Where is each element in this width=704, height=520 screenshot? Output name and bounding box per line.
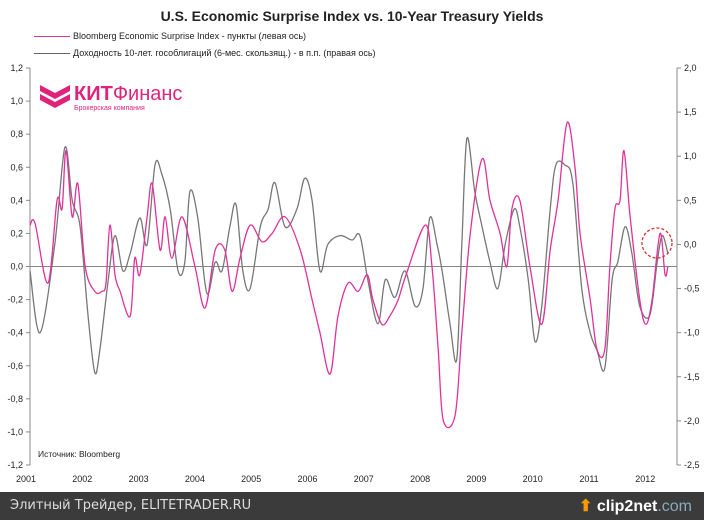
legend-swatch-gray: [34, 52, 70, 54]
left-tick-label: 0,0: [10, 262, 23, 272]
series-line-treasury-yields: [29, 136, 669, 375]
legend-item-surprise-index: Bloomberg Economic Surprise Index - пунк…: [34, 31, 306, 41]
left-tick-label: 0,6: [10, 162, 23, 172]
left-tick-label: -0,4: [7, 328, 23, 338]
kitfinance-logo: КИТФинанс Брокерская компания: [40, 83, 182, 112]
x-tick-label: 2007: [354, 474, 374, 484]
footer-bar: Элитный Трейдер, ELITETRADER.RU ⬆ clip2n…: [0, 492, 704, 520]
logo-text: КИТФинанс: [74, 83, 183, 105]
left-tick-label: -0,2: [7, 295, 23, 305]
legend-label: Доходность 10-лет. гособлигаций (6-мес. …: [73, 48, 376, 58]
x-tick-label: 2002: [72, 474, 92, 484]
left-tick-label: 1,0: [10, 96, 23, 106]
legend-item-treasury-yields: Доходность 10-лет. гособлигаций (6-мес. …: [34, 48, 376, 58]
logo-subtitle: Брокерская компания: [74, 105, 145, 112]
left-tick-label: 0,2: [10, 228, 23, 238]
x-tick-label: 2012: [635, 474, 655, 484]
left-tick-label: -1,0: [7, 427, 23, 437]
x-tick-label: 2003: [129, 474, 149, 484]
plot-area: 1,2 1,0 0,8 0,6 0,4 0,2 0,0 -0,2 -0,4 -0,6 -0,8 -1,…: [7, 63, 700, 484]
x-tick-label: 2008: [410, 474, 430, 484]
x-tick-label: 2001: [16, 474, 36, 484]
left-tick-label: -0,6: [7, 361, 23, 371]
right-tick-label: -2,0: [684, 416, 700, 426]
x-tick-label: 2011: [579, 474, 598, 484]
right-tick-label: -2,5: [684, 460, 700, 470]
clip2net-logo: ⬆ clip2net.com: [579, 498, 692, 515]
left-tick-label: -0,8: [7, 394, 23, 404]
source-note: Источник: Bloomberg: [38, 449, 121, 459]
highlight-circle: [641, 227, 673, 259]
footer-text: Элитный Трейдер, ELITETRADER.RU: [10, 498, 252, 513]
upload-arrow-icon: ⬆: [579, 498, 593, 515]
x-tick-label: 2004: [185, 474, 205, 484]
x-tick-label: 2006: [297, 474, 317, 484]
right-tick-label: 1,5: [684, 107, 697, 117]
right-tick-label: 2,0: [684, 63, 697, 73]
left-tick-label: 0,4: [10, 195, 23, 205]
left-tick-label: 1,2: [10, 63, 23, 73]
legend-swatch-pink: [34, 35, 70, 37]
right-tick-label: -0,5: [684, 284, 700, 294]
series-line-surprise-index: [29, 121, 669, 429]
x-tick-label: 2005: [241, 474, 261, 484]
x-tick-label: 2010: [523, 474, 543, 484]
right-tick-label: -1,0: [684, 328, 700, 338]
chart-title: U.S. Economic Surprise Index vs. 10-Year…: [160, 8, 544, 24]
right-tick-label: -1,5: [684, 372, 700, 382]
right-tick-label: 1,0: [684, 151, 697, 161]
left-tick-label: 0,8: [10, 129, 23, 139]
right-tick-label: 0,0: [684, 239, 697, 249]
x-tick-label: 2009: [466, 474, 486, 484]
right-tick-label: 0,5: [684, 195, 697, 205]
legend-label: Bloomberg Economic Surprise Index - пунк…: [73, 31, 307, 41]
left-tick-label: -1,2: [7, 460, 23, 470]
logo-chevron-icon: [40, 85, 70, 108]
